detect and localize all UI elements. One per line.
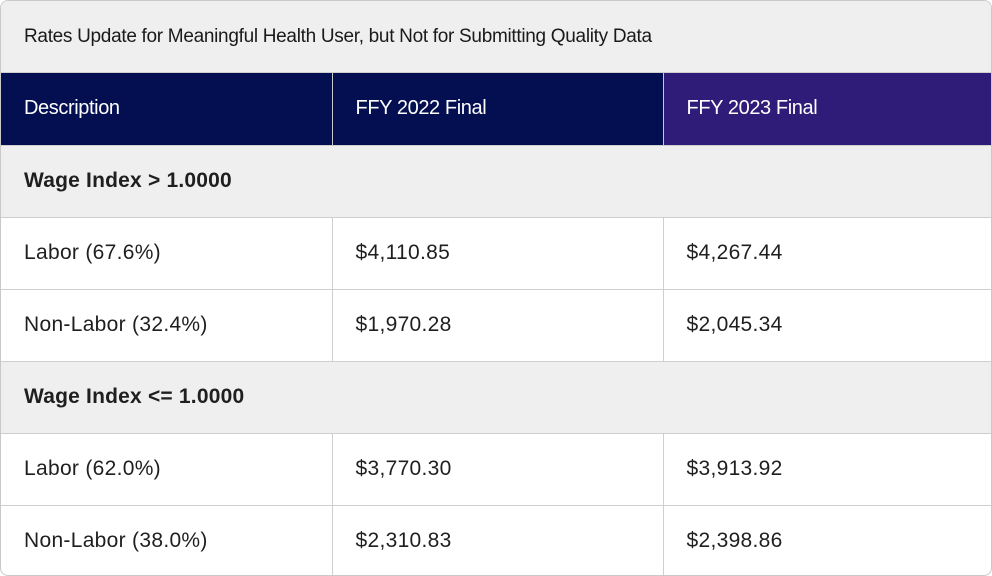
ffy-2022-cell: $1,970.28 <box>332 288 664 361</box>
table-title: Rates Update for Meaningful Health User,… <box>1 1 991 73</box>
header-description: Description <box>1 73 333 145</box>
ffy-2023-cell: $4,267.44 <box>663 216 991 289</box>
table-row: Non-Labor (38.0%) $2,310.83 $2,398.86 <box>1 504 991 575</box>
description-cell: Non-Labor (32.4%) <box>1 288 333 361</box>
description-cell: Non-Labor (38.0%) <box>1 504 333 575</box>
ffy-2023-cell: $2,398.86 <box>663 504 991 575</box>
section-row: Wage Index > 1.0000 <box>1 144 991 217</box>
ffy-2023-cell: $2,045.34 <box>663 288 991 361</box>
ffy-2022-cell: $3,770.30 <box>332 432 664 505</box>
table-row: Labor (67.6%) $4,110.85 $4,267.44 <box>1 216 991 289</box>
header-ffy-2023: FFY 2023 Final <box>663 73 991 145</box>
section-label: Wage Index <= 1.0000 <box>1 360 991 433</box>
table-row: Labor (62.0%) $3,770.30 $3,913.92 <box>1 432 991 505</box>
ffy-2022-cell: $4,110.85 <box>332 216 664 289</box>
ffy-2022-cell: $2,310.83 <box>332 504 664 575</box>
table-row: Non-Labor (32.4%) $1,970.28 $2,045.34 <box>1 288 991 361</box>
section-label: Wage Index > 1.0000 <box>1 144 991 217</box>
rates-table: Description FFY 2022 Final FFY 2023 Fina… <box>1 73 991 575</box>
header-ffy-2022: FFY 2022 Final <box>332 73 664 145</box>
description-cell: Labor (62.0%) <box>1 432 333 505</box>
ffy-2023-cell: $3,913.92 <box>663 432 991 505</box>
description-cell: Labor (67.6%) <box>1 216 333 289</box>
header-row: Description FFY 2022 Final FFY 2023 Fina… <box>1 73 991 145</box>
section-row: Wage Index <= 1.0000 <box>1 360 991 433</box>
